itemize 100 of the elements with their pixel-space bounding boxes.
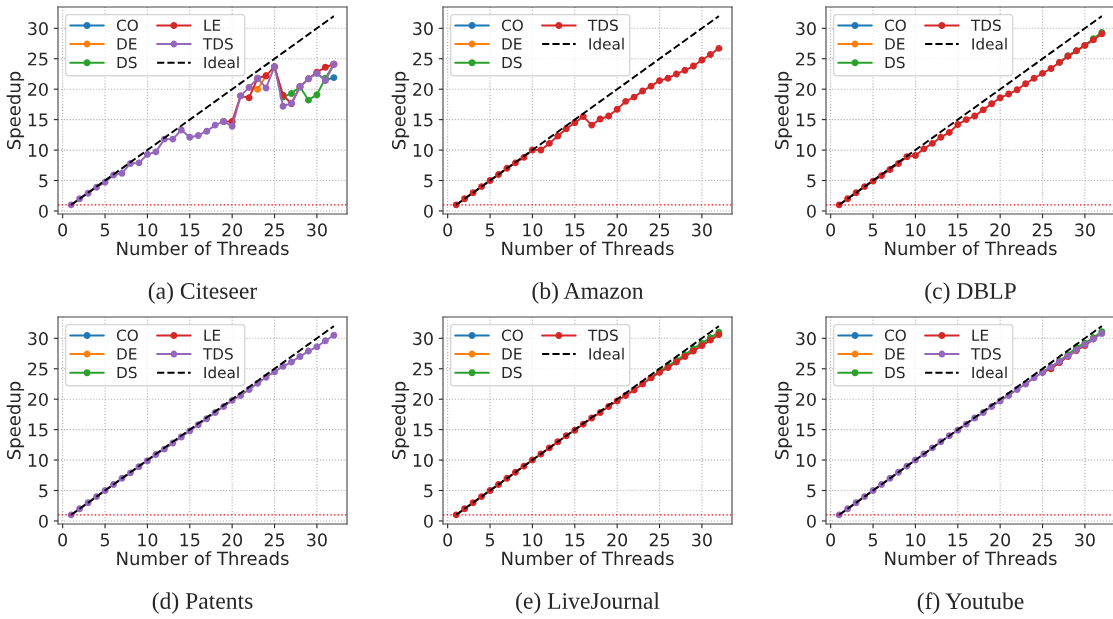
- legend-label: DS: [885, 56, 905, 69]
- y-tick-label: 30: [28, 22, 48, 36]
- y-tick-label: 20: [796, 392, 816, 407]
- y-tick-label: 5: [424, 174, 433, 188]
- y-tick-label: 30: [413, 332, 433, 346]
- y-tick-label: 25: [413, 52, 433, 66]
- x-tick-label: 5: [485, 533, 495, 547]
- y-tick-label: 15: [413, 113, 433, 127]
- x-tick-label: 5: [868, 223, 878, 237]
- y-tick-label: 20: [413, 392, 433, 407]
- legend-label: DE: [885, 38, 905, 50]
- legend-label: DE: [117, 348, 137, 360]
- x-axis-title: Number of Threads: [502, 241, 674, 256]
- x-tick-label: 15: [565, 223, 585, 237]
- legend-label: Ideal: [589, 37, 624, 50]
- x-tick-label: 30: [1075, 223, 1095, 237]
- legend-label: DS: [117, 56, 137, 69]
- x-tick-label: 20: [222, 533, 243, 547]
- x-tick-label: 25: [264, 223, 285, 237]
- legend-label: TDS: [202, 38, 233, 50]
- x-tick-label: 30: [1075, 533, 1095, 547]
- legend-label: LE: [972, 329, 989, 341]
- x-tick-label: 20: [607, 533, 628, 547]
- x-tick-label: 10: [906, 223, 926, 237]
- x-tick-label: 0: [58, 223, 68, 237]
- legend-label: Ideal: [972, 37, 1007, 50]
- x-tick-label: 20: [990, 223, 1011, 237]
- legend-label: TDS: [587, 329, 618, 342]
- x-axis-title: Number of Threads: [117, 551, 289, 566]
- x-tick-label: 10: [523, 223, 543, 237]
- y-axis-title: Speedup: [6, 381, 25, 460]
- legend-label: TDS: [970, 19, 1001, 32]
- y-tick-label: 30: [28, 332, 48, 346]
- x-tick-label: 5: [868, 533, 878, 547]
- y-tick-label: 25: [28, 362, 48, 376]
- text: (e) LiveJournal: [516, 592, 660, 614]
- x-tick-label: 5: [485, 223, 495, 237]
- x-tick-label: 10: [138, 223, 158, 237]
- y-tick-label: 25: [796, 52, 816, 66]
- x-tick-label: 30: [307, 223, 327, 237]
- x-tick-label: 30: [692, 223, 712, 237]
- legend-label: DE: [117, 38, 137, 50]
- y-tick-label: 0: [807, 514, 816, 528]
- y-tick-label: 15: [28, 113, 48, 127]
- y-tick-label: 15: [413, 423, 433, 437]
- y-tick-label: 5: [424, 484, 433, 498]
- legend-label: Ideal: [204, 366, 239, 379]
- text: (f) Youtube: [917, 592, 1024, 614]
- x-tick-label: 10: [906, 533, 926, 547]
- legend-label: DS: [117, 366, 137, 379]
- x-tick-label: 25: [264, 533, 285, 547]
- y-axis-title: Speedup: [6, 71, 25, 150]
- legend-label: CO: [116, 329, 138, 342]
- x-tick-label: 15: [180, 533, 200, 547]
- x-tick-label: 0: [443, 223, 453, 237]
- y-tick-label: 0: [424, 204, 433, 218]
- x-tick-label: 0: [58, 533, 68, 547]
- y-tick-label: 25: [796, 362, 816, 376]
- y-tick-label: 10: [28, 143, 48, 157]
- y-tick-label: 5: [807, 174, 816, 188]
- x-axis-title: Number of Threads: [885, 551, 1057, 566]
- x-tick-label: 15: [948, 223, 968, 237]
- y-tick-label: 10: [796, 453, 816, 467]
- x-tick-label: 20: [607, 223, 628, 237]
- legend-label: CO: [116, 19, 138, 32]
- y-tick-label: 20: [796, 82, 816, 97]
- y-tick-label: 25: [28, 52, 48, 66]
- x-axis-title: Number of Threads: [502, 551, 674, 566]
- y-tick-label: 0: [807, 204, 816, 218]
- legend-label: DE: [502, 38, 522, 50]
- x-tick-label: 0: [826, 223, 836, 237]
- legend-label: DS: [502, 56, 522, 69]
- x-tick-label: 30: [692, 533, 712, 547]
- y-tick-label: 10: [413, 143, 433, 157]
- x-tick-label: 25: [1032, 533, 1053, 547]
- x-tick-label: 10: [138, 533, 158, 547]
- legend-label: DE: [502, 348, 522, 360]
- y-tick-label: 20: [413, 82, 433, 97]
- y-tick-label: 25: [413, 362, 433, 376]
- legend-label: Ideal: [589, 347, 624, 360]
- y-tick-label: 5: [39, 484, 48, 498]
- y-tick-label: 10: [28, 453, 48, 467]
- x-tick-label: 20: [990, 533, 1011, 547]
- x-axis-title: Number of Threads: [885, 241, 1057, 256]
- legend-label: LE: [204, 329, 221, 341]
- x-tick-label: 0: [826, 533, 836, 547]
- x-tick-label: 25: [649, 533, 670, 547]
- legend-label: Ideal: [204, 56, 239, 69]
- text: (a) Citeseer: [148, 282, 258, 304]
- y-tick-label: 0: [39, 204, 48, 218]
- y-tick-label: 30: [796, 22, 816, 36]
- text: (d) Patents: [152, 592, 253, 614]
- y-tick-label: 20: [28, 392, 48, 407]
- x-axis-title: Number of Threads: [117, 241, 289, 256]
- x-tick-label: 5: [100, 223, 110, 237]
- x-tick-label: 5: [100, 533, 110, 547]
- legend-label: TDS: [970, 348, 1001, 360]
- y-tick-label: 15: [796, 113, 816, 127]
- legend-label: DS: [502, 366, 522, 379]
- text: (b) Amazon: [532, 282, 644, 304]
